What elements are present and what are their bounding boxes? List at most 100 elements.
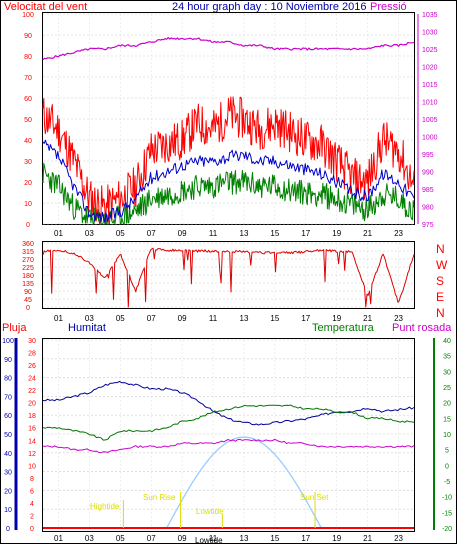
rain-tick-label: 12 <box>28 451 36 458</box>
wind-tick-label: 50 <box>24 117 32 124</box>
hour-tick-label: 01 <box>54 229 63 238</box>
hour-tick-label: 13 <box>240 314 249 323</box>
hour-tick-label: 21 <box>363 229 372 238</box>
temperature-line <box>42 404 415 441</box>
direction-tick-label: 0 <box>26 305 30 312</box>
wind-tick-label: 100 <box>22 12 34 19</box>
compass-s: S <box>436 274 444 288</box>
panel-temp-frame <box>42 338 415 532</box>
hour-tick-label: 09 <box>178 314 187 323</box>
humidity-tick-label: 10 <box>4 507 12 514</box>
temperature-tick-label: 35 <box>443 354 451 361</box>
hightide-label: Hightide <box>90 502 120 511</box>
rain-tick-label: 10 <box>28 463 36 470</box>
hour-tick-label: 17 <box>301 534 310 543</box>
temperature-tick-label: 15 <box>443 416 451 423</box>
wind-tick-label: 90 <box>24 33 32 40</box>
direction-tick-label: 45 <box>24 297 32 304</box>
direction-tick-label: 360 <box>22 241 34 248</box>
pressure-tick-label: 1025 <box>422 47 438 54</box>
sun-elevation-curve <box>166 436 322 529</box>
temperature-tick-label: -10 <box>442 495 452 502</box>
hour-tick-label: 09 <box>178 534 187 543</box>
compass-n-bottom: N <box>436 306 445 320</box>
lowtide-label-1: Lowtide <box>196 507 224 516</box>
hour-tick-label: 01 <box>54 314 63 323</box>
hour-tick-label: 03 <box>85 229 94 238</box>
pressure-tick-label: 1035 <box>422 12 438 19</box>
wind-tick-label: 70 <box>24 75 32 82</box>
humidity-tick-label: 50 <box>4 432 12 439</box>
humidity-tick-label: 70 <box>4 394 12 401</box>
temperature-tick-label: -5 <box>444 479 450 486</box>
humidity-tick-label: 80 <box>4 376 12 383</box>
wind-tick-label: 0 <box>26 222 30 229</box>
rain-tick-label: 6 <box>30 488 34 495</box>
humidity-tick-label: 90 <box>4 357 12 364</box>
hour-tick-label: 03 <box>85 534 94 543</box>
hour-tick-label: 05 <box>116 229 125 238</box>
humidity-tick-label: 60 <box>4 413 12 420</box>
rain-legend: Pluja <box>2 322 27 334</box>
wind-tick-label: 80 <box>24 54 32 61</box>
wind-tick-label: 20 <box>24 180 32 187</box>
hour-tick-label: 07 <box>147 314 156 323</box>
temperature-tick-label: 40 <box>443 338 451 345</box>
hour-tick-label: 21 <box>363 314 372 323</box>
direction-tick-label: 270 <box>22 257 34 264</box>
pressure-tick-label: 1005 <box>422 117 438 124</box>
temperature-legend: Temperatura <box>312 322 375 334</box>
dewpoint-legend: Punt rosada <box>392 322 452 334</box>
hour-tick-label: 05 <box>116 534 125 543</box>
hour-tick-label: 13 <box>240 229 249 238</box>
hour-tick-label: 23 <box>394 229 403 238</box>
pressure-tick-label: 1020 <box>422 65 438 72</box>
direction-tick-label: 225 <box>22 265 34 272</box>
hour-tick-label: 11 <box>209 534 218 543</box>
rain-tick-label: 24 <box>28 376 36 383</box>
pressure-tick-label: 1030 <box>422 30 438 37</box>
hour-tick-label: 23 <box>394 314 403 323</box>
hour-tick-label: 07 <box>147 534 156 543</box>
hour-tick-label: 15 <box>270 534 279 543</box>
direction-tick-label: 90 <box>24 289 32 296</box>
pressure-label: Pressió <box>370 1 407 13</box>
rain-tick-label: 8 <box>30 476 34 483</box>
wind-tick-label: 30 <box>24 159 32 166</box>
temperature-tick-label: -20 <box>442 526 452 533</box>
humidity-tick-label: 30 <box>4 470 12 477</box>
hour-tick-label: 13 <box>240 534 249 543</box>
pressure-line <box>42 36 415 61</box>
temperature-tick-label: -15 <box>442 510 452 517</box>
wind-max-line <box>42 96 415 225</box>
temperature-tick-label: 20 <box>443 401 451 408</box>
sunset-label: Sun Set <box>300 493 329 502</box>
temperature-tick-label: 5 <box>445 448 449 455</box>
humidity-tick-label: 20 <box>4 488 12 495</box>
wind-tick-label: 40 <box>24 138 32 145</box>
hour-tick-label: 17 <box>301 229 310 238</box>
hour-tick-label: 19 <box>332 534 341 543</box>
rain-tick-label: 22 <box>28 388 36 395</box>
rain-tick-label: 14 <box>28 438 36 445</box>
temperature-tick-label: 30 <box>443 369 451 376</box>
lowtide-label-2: Lowtide <box>195 536 223 544</box>
humidity-tick-label: 40 <box>4 451 12 458</box>
pressure-tick-label: 1000 <box>422 135 438 142</box>
direction-tick-label: 315 <box>22 249 34 256</box>
rain-tick-label: 18 <box>28 413 36 420</box>
rain-tick-label: 28 <box>28 351 36 358</box>
humidity-tick-label: 100 <box>2 338 14 345</box>
rain-tick-label: 26 <box>28 363 36 370</box>
hour-tick-label: 17 <box>301 314 310 323</box>
direction-line <box>42 247 415 308</box>
temperature-tick-label: 25 <box>443 385 451 392</box>
hour-tick-label: 15 <box>270 314 279 323</box>
wind-tick-label: 10 <box>24 201 32 208</box>
compass-w: W <box>436 258 448 272</box>
sunrise-label: Sun Rise <box>143 493 176 502</box>
wind-speed-label: Velocitat del vent <box>4 1 87 13</box>
